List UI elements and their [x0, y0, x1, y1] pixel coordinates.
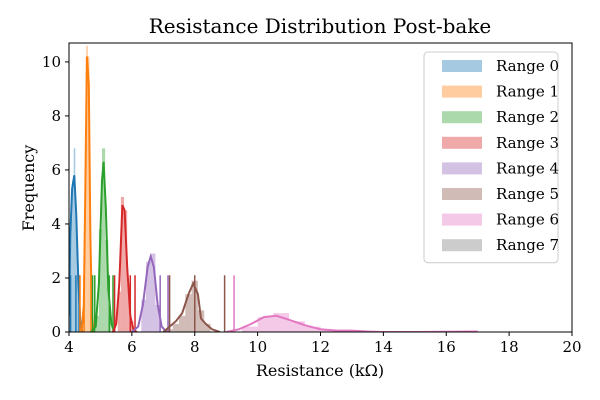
y-tick-label: 0	[51, 323, 61, 341]
histogram-bar-range-0	[73, 148, 76, 332]
axes: 4 6 8 10 12 14 16 18 20 0 2 4 6 8 10	[42, 42, 582, 356]
histogram-bar-range-4	[141, 299, 147, 332]
y-tick-label: 2	[51, 269, 61, 287]
legend-label-range-7: Range 7	[496, 236, 559, 254]
histogram-bar-range-1	[87, 56, 90, 332]
x-tick-label: 6	[127, 338, 137, 356]
histogram-bar-range-0	[72, 180, 74, 332]
legend-label-range-0: Range 0	[496, 57, 559, 75]
legend-swatch-range-7	[442, 239, 482, 252]
legend-label-range-1: Range 1	[496, 83, 559, 101]
x-tick-label: 18	[500, 338, 519, 356]
histogram-bar-range-6	[304, 326, 321, 332]
legend-swatch-range-6	[442, 213, 482, 226]
y-tick-label: 8	[51, 107, 61, 125]
legend-swatch-range-5	[442, 188, 482, 200]
x-tick-label: 10	[248, 338, 267, 356]
x-tick-label: 20	[562, 338, 581, 356]
histogram-bar-range-3	[120, 196, 125, 332]
legend-label-range-2: Range 2	[496, 108, 559, 126]
kde-curve-range-5	[162, 280, 221, 332]
y-tick-label: 4	[51, 215, 61, 233]
histogram-bar-range-1	[89, 223, 92, 332]
legend-swatch-range-0	[442, 60, 482, 72]
legend-swatch-range-3	[442, 136, 482, 149]
plot-area	[69, 45, 478, 332]
legend-swatch-range-1	[442, 85, 482, 98]
kde-curve-range-2	[90, 161, 116, 332]
y-axis-label: Frequency	[19, 145, 38, 232]
histogram-bar-range-6	[241, 326, 258, 332]
legend: Range 0 Range 1 Range 2 Range 3 Range 4 Range…	[423, 51, 559, 264]
histogram-bar-range-4	[146, 261, 151, 332]
histogram-bar-range-6	[289, 321, 305, 332]
histogram-bar-range-2	[98, 229, 103, 332]
histogram-bar-range-6	[257, 317, 274, 332]
y-tick-label: 6	[51, 161, 61, 179]
kde-curve-range-3	[112, 204, 138, 332]
histogram-bar-range-5	[197, 310, 205, 332]
x-tick-label: 16	[437, 338, 456, 356]
x-tick-label: 14	[374, 338, 393, 356]
histogram-bar-range-1	[86, 45, 88, 332]
histogram-bar-range-2	[102, 148, 106, 332]
x-tick-label: 8	[190, 338, 200, 356]
histogram-bar-range-5	[185, 294, 192, 332]
histogram-bar-range-0	[76, 272, 79, 332]
legend-swatch-range-4	[442, 162, 482, 175]
y-tick-label: 10	[42, 53, 61, 71]
x-axis-label: Resistance (kΩ)	[256, 361, 384, 380]
histogram-bar-range-5	[179, 315, 186, 332]
legend-label-range-4: Range 4	[496, 159, 559, 177]
plot-marks	[69, 45, 478, 332]
legend-swatch-range-2	[442, 111, 482, 124]
x-tick-label: 12	[311, 338, 330, 356]
legend-label-range-6: Range 6	[496, 211, 559, 229]
x-tick-label: 4	[64, 338, 74, 356]
histogram-bar-range-0	[70, 218, 73, 332]
histogram-bar-range-5	[204, 323, 211, 332]
histogram-bar-range-3	[124, 210, 128, 332]
legend-label-range-5: Range 5	[496, 185, 559, 203]
legend-box	[423, 51, 559, 264]
histogram-bar-range-4	[155, 304, 161, 332]
histogram-bar-range-2	[105, 240, 109, 332]
histogram-bar-range-3	[127, 283, 131, 332]
histogram-bar-range-0	[75, 213, 77, 332]
histogram-bar-range-4	[150, 253, 156, 332]
histogram-bar-range-5	[172, 323, 180, 332]
histogram-bar-range-2	[95, 315, 99, 332]
chart-title: Resistance Distribution Post-bake	[149, 14, 492, 38]
legend-label-range-3: Range 3	[496, 134, 559, 152]
histogram-bar-range-3	[117, 291, 121, 332]
